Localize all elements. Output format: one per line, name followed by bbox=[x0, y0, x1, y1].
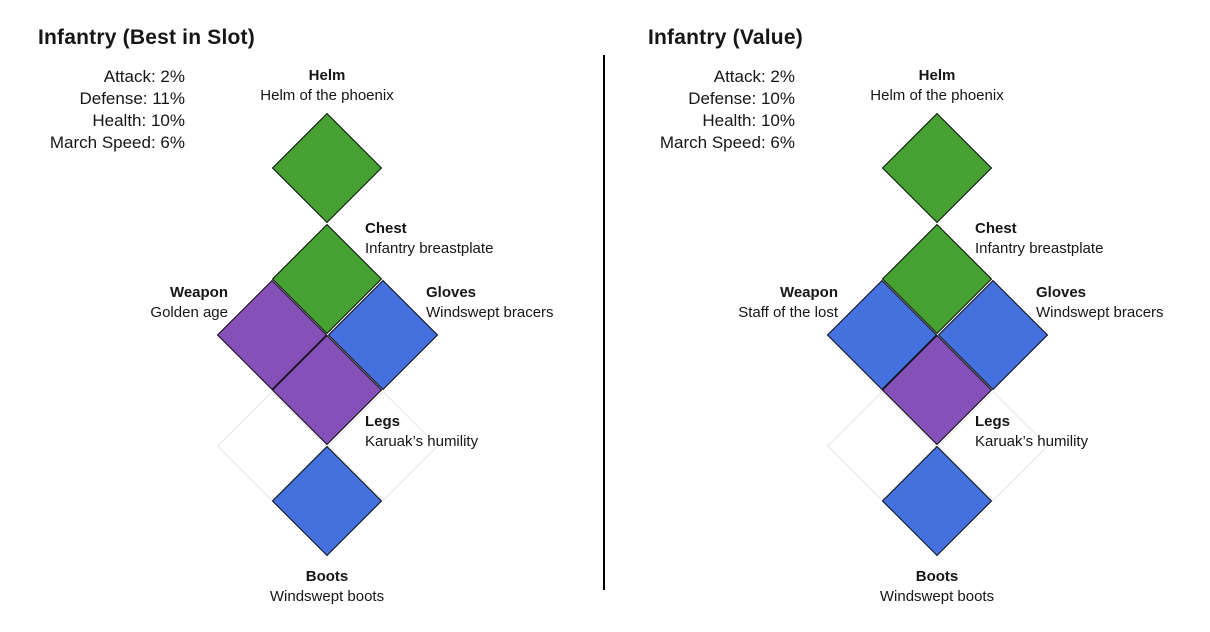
stat-attack: Attack: 2% bbox=[103, 67, 185, 86]
slot-item: Windswept bracers bbox=[1036, 304, 1164, 321]
legs-slot-label: Legs Karuak’s humility bbox=[365, 412, 478, 452]
helm-diamond bbox=[881, 112, 993, 224]
helm-slot-label: Helm Helm of the phoenix bbox=[870, 66, 1003, 106]
stat-health: Health: 10% bbox=[702, 111, 795, 130]
slot-name: Boots bbox=[305, 568, 349, 585]
slot-name: Boots bbox=[915, 568, 959, 585]
stat-defense: Defense: 11% bbox=[79, 89, 185, 108]
boots-slot-label: Boots Windswept boots bbox=[270, 567, 384, 607]
stat-march-speed: March Speed: 6% bbox=[659, 133, 795, 152]
slot-item: Karuak’s humility bbox=[365, 433, 479, 450]
slot-item: Infantry breastplate bbox=[365, 240, 494, 257]
gloves-slot-label: Gloves Windswept bracers bbox=[1036, 283, 1164, 323]
slot-name: Chest bbox=[975, 220, 1017, 237]
helm-slot-label: Helm Helm of the phoenix bbox=[260, 66, 393, 106]
panel-title: Infantry (Value) bbox=[648, 26, 803, 49]
slot-item: Golden age bbox=[150, 304, 228, 321]
slot-name: Weapon bbox=[169, 284, 228, 301]
slot-name: Helm bbox=[308, 67, 346, 84]
slot-name: Gloves bbox=[1036, 284, 1087, 301]
slot-item: Infantry breastplate bbox=[975, 240, 1104, 257]
stats-block: Attack: 2% Defense: 11% Health: 10% Marc… bbox=[50, 66, 185, 154]
slot-name: Weapon bbox=[779, 284, 838, 301]
chest-slot-label: Chest Infantry breastplate bbox=[975, 219, 1103, 259]
slot-name: Legs bbox=[365, 413, 401, 430]
slot-item: Windswept boots bbox=[269, 588, 385, 605]
slot-item: Windswept boots bbox=[879, 588, 995, 605]
weapon-slot-label: Weapon Staff of the lost bbox=[738, 283, 838, 323]
slot-name: Gloves bbox=[426, 284, 477, 301]
stat-attack: Attack: 2% bbox=[713, 67, 795, 86]
slot-item: Karuak’s humility bbox=[975, 433, 1089, 450]
panel-divider bbox=[603, 55, 605, 590]
slot-name: Legs bbox=[975, 413, 1011, 430]
stat-march-speed: March Speed: 6% bbox=[49, 133, 185, 152]
boots-slot-label: Boots Windswept boots bbox=[880, 567, 994, 607]
chest-slot-label: Chest Infantry breastplate bbox=[365, 219, 493, 259]
stat-defense: Defense: 10% bbox=[688, 89, 795, 108]
slot-name: Chest bbox=[365, 220, 407, 237]
slot-item: Helm of the phoenix bbox=[260, 87, 394, 104]
stat-health: Health: 10% bbox=[92, 111, 185, 130]
slot-name: Helm bbox=[918, 67, 956, 84]
slot-item: Helm of the phoenix bbox=[870, 87, 1004, 104]
gloves-slot-label: Gloves Windswept bracers bbox=[426, 283, 554, 323]
slot-item: Windswept bracers bbox=[426, 304, 554, 321]
weapon-slot-label: Weapon Golden age bbox=[150, 283, 228, 323]
legs-slot-label: Legs Karuak’s humility bbox=[975, 412, 1088, 452]
panel-title: Infantry (Best in Slot) bbox=[38, 26, 255, 49]
slot-item: Staff of the lost bbox=[738, 304, 838, 321]
stats-block: Attack: 2% Defense: 10% Health: 10% Marc… bbox=[660, 66, 795, 154]
